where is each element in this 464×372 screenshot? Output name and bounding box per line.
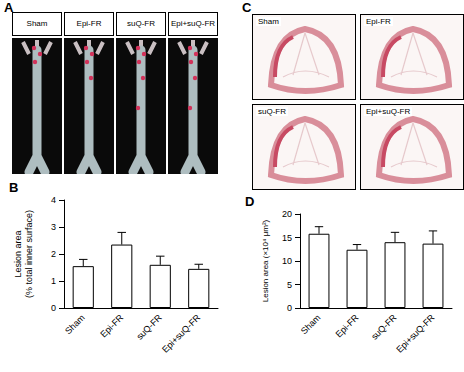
svg-text:Sham: Sham xyxy=(63,312,87,336)
svg-text:3: 3 xyxy=(51,222,56,232)
svg-text:10: 10 xyxy=(282,256,292,266)
html-text:Sham: Sham xyxy=(258,17,279,26)
svg-text:0: 0 xyxy=(287,303,292,313)
html-text:suQ-FR: suQ-FR xyxy=(127,19,155,28)
svg-text:Epi-FR: Epi-FR xyxy=(98,312,125,339)
html-text:A: A xyxy=(4,0,14,15)
svg-text:suQ-FR: suQ-FR xyxy=(369,312,399,342)
html-text:Sham: Sham xyxy=(26,19,48,28)
svg-text:Epi-FR: Epi-FR xyxy=(334,312,361,339)
html-text:Epi-FR: Epi-FR xyxy=(366,17,391,26)
svg-text:Epi+suQ-FR: Epi+suQ-FR xyxy=(394,312,437,355)
svg-text:suQ-FR: suQ-FR xyxy=(134,312,164,342)
html-text:C: C xyxy=(242,0,252,15)
svg-text:D: D xyxy=(245,194,254,209)
svg-text:20: 20 xyxy=(282,209,292,219)
svg-text:5: 5 xyxy=(287,280,292,290)
svg-text:15: 15 xyxy=(282,233,292,243)
svg-text:Epi+suQ-FR: Epi+suQ-FR xyxy=(160,312,203,355)
svg-text:2: 2 xyxy=(51,249,56,259)
svg-text:0: 0 xyxy=(51,303,56,313)
html-text:Epi-FR: Epi-FR xyxy=(76,19,102,28)
svg-text:1: 1 xyxy=(51,276,56,286)
svg-text:Sham: Sham xyxy=(299,312,323,336)
svg-text:Lesion area (×10⁴ μm²): Lesion area (×10⁴ μm²) xyxy=(261,219,270,302)
svg-text:Lesion area: Lesion area xyxy=(13,230,23,277)
svg-text:(% total inner surface): (% total inner surface) xyxy=(24,210,34,298)
svg-text:B: B xyxy=(9,180,18,195)
svg-text:4: 4 xyxy=(51,195,56,205)
html-text:Epi+suQ-FR: Epi+suQ-FR xyxy=(170,19,216,28)
html-text:Epi+suQ-FR: Epi+suQ-FR xyxy=(366,107,411,116)
html-text:suQ-FR: suQ-FR xyxy=(258,107,286,116)
